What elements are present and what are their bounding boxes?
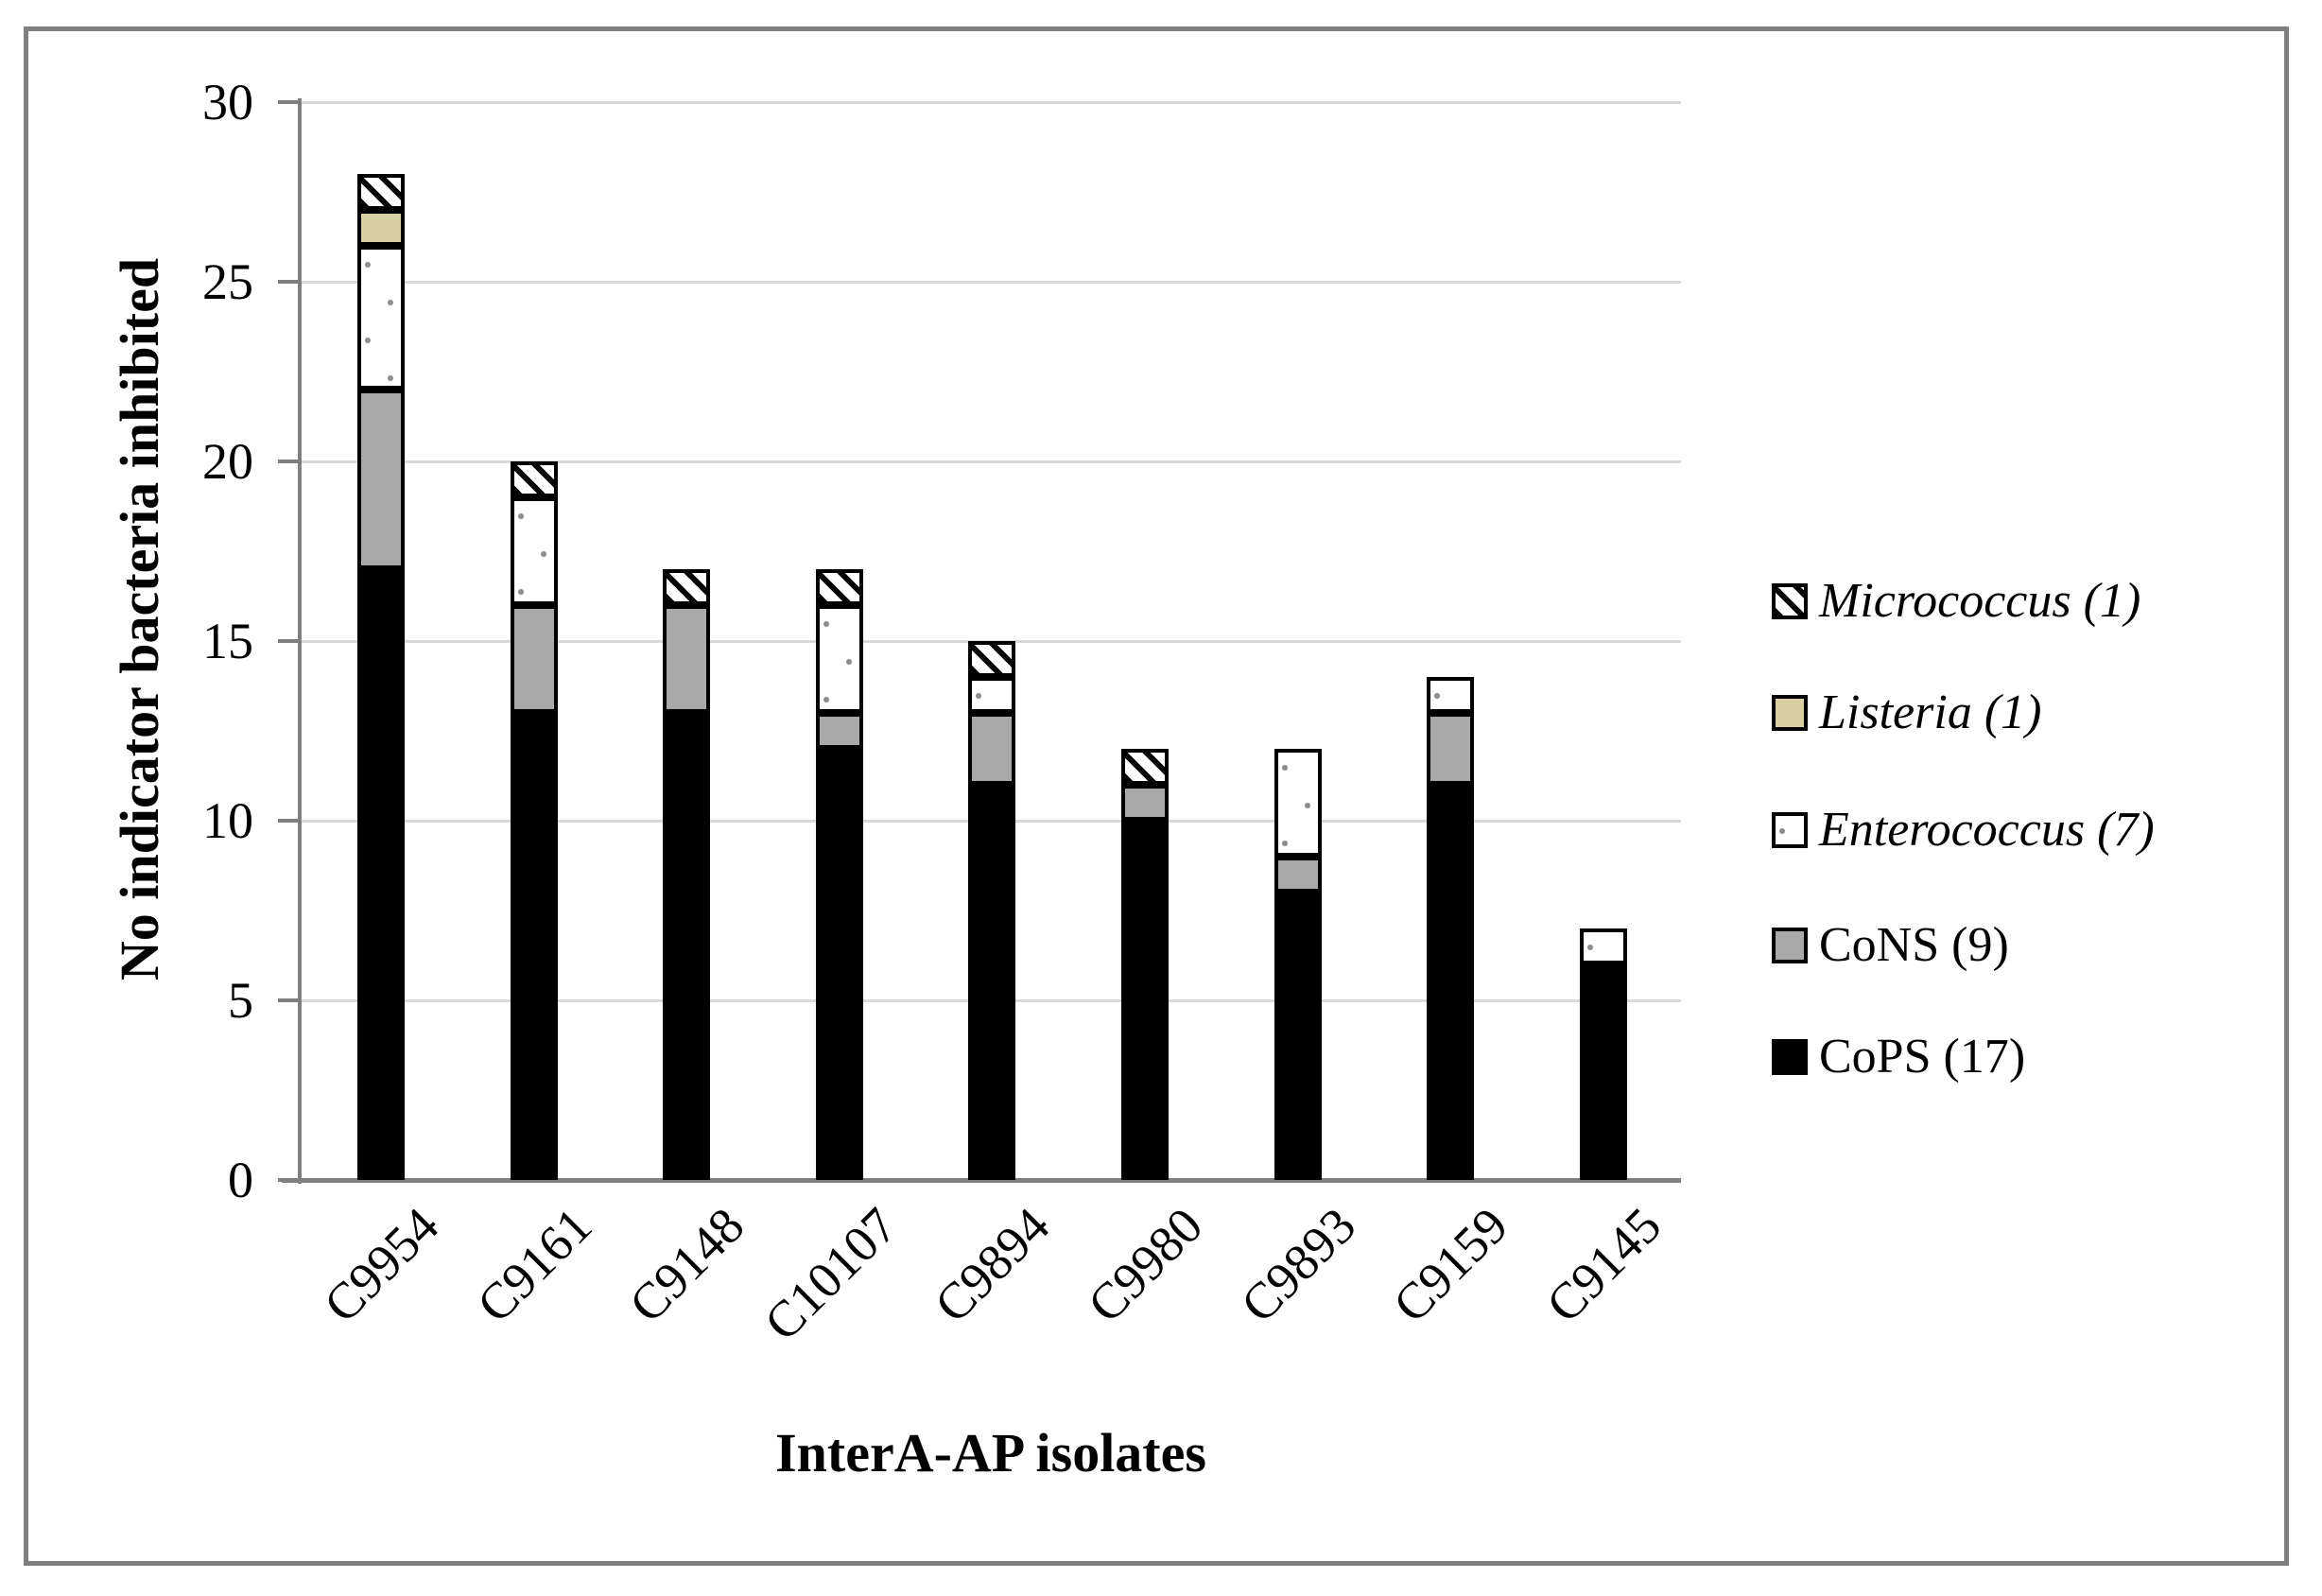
legend-swatch-micrococcus	[1772, 583, 1808, 619]
legend-swatch-listeria	[1772, 695, 1808, 731]
bar-segment-cops-C9954	[357, 569, 405, 1180]
y-tick-5	[278, 998, 300, 1002]
y-tick-15	[278, 639, 300, 643]
gridline-20	[300, 460, 1681, 463]
y-tick-label-10: 10	[202, 792, 253, 849]
bar-C9980	[1121, 749, 1169, 1180]
bar-segment-cops-C9161	[510, 713, 558, 1180]
bar-segment-cons-C9980	[1121, 785, 1169, 821]
bar-segment-cons-C9954	[357, 390, 405, 569]
x-axis-title: InterA-AP isolates	[775, 1422, 1206, 1483]
bar-segment-enterococcus-C9893	[1274, 749, 1322, 857]
bar-C9148	[663, 569, 711, 1180]
bar-C9145	[1579, 928, 1627, 1180]
y-tick-30	[278, 100, 300, 104]
bar-segment-enterococcus-C9159	[1427, 677, 1475, 713]
legend-swatch-cops	[1772, 1039, 1808, 1075]
bar-segment-cons-C9159	[1427, 713, 1475, 785]
legend-label-enterococcus: Enterococcus (7)	[1819, 803, 2155, 857]
legend-swatch-enterococcus	[1772, 812, 1808, 848]
bar-segment-cops-C9148	[663, 713, 711, 1180]
legend-item-micrococcus: Micrococcus (1)	[1772, 577, 2140, 626]
legend-label-listeria: Listeria (1)	[1819, 685, 2042, 739]
y-tick-20	[278, 460, 300, 463]
legend-item-listeria: Listeria (1)	[1772, 688, 2041, 737]
legend-item-enterococcus: Enterococcus (7)	[1772, 806, 2155, 855]
bar-segment-cons-C9893	[1274, 857, 1322, 893]
legend-label-cops: CoPS (17)	[1819, 1030, 2026, 1084]
legend-swatch-cons	[1772, 928, 1808, 963]
bar-segment-micrococcus-C9894	[968, 641, 1016, 677]
y-tick-10	[278, 819, 300, 823]
bar-segment-enterococcus-C9145	[1579, 928, 1627, 964]
legend-item-cons: CoNS (9)	[1772, 921, 2009, 970]
bar-segment-cons-C10107	[815, 713, 863, 749]
bar-segment-cops-C10107	[815, 749, 863, 1180]
bar-segment-micrococcus-C9980	[1121, 749, 1169, 785]
bar-C10107	[815, 569, 863, 1180]
bar-C9161	[510, 461, 558, 1180]
bar-segment-micrococcus-C10107	[815, 569, 863, 605]
y-tick-25	[278, 280, 300, 284]
bar-C9159	[1427, 677, 1475, 1180]
y-tick-label-15: 15	[202, 613, 253, 669]
bar-segment-listeria-C9954	[357, 210, 405, 246]
bar-segment-enterococcus-C9894	[968, 677, 1016, 713]
bar-segment-cops-C9145	[1579, 964, 1627, 1180]
bar-segment-cons-C9894	[968, 713, 1016, 785]
bar-segment-cons-C9148	[663, 605, 711, 713]
bar-segment-enterococcus-C9954	[357, 246, 405, 390]
bar-segment-cops-C9893	[1274, 893, 1322, 1180]
y-axis-title: No indicator bacteria inhibited	[109, 257, 170, 981]
x-axis-line	[282, 1178, 1681, 1183]
bar-segment-micrococcus-C9954	[357, 174, 405, 210]
legend-label-cons: CoNS (9)	[1819, 918, 2009, 972]
bar-C9954	[357, 174, 405, 1180]
y-tick-label-0: 0	[228, 1152, 253, 1208]
y-tick-label-20: 20	[202, 433, 253, 490]
bar-segment-micrococcus-C9148	[663, 569, 711, 605]
bar-segment-cops-C9894	[968, 785, 1016, 1180]
y-tick-label-25: 25	[202, 253, 253, 310]
legend-item-cops: CoPS (17)	[1772, 1032, 2025, 1082]
bar-segment-cons-C9161	[510, 605, 558, 713]
bar-C9893	[1274, 749, 1322, 1180]
gridline-25	[300, 281, 1681, 284]
y-tick-label-5: 5	[228, 972, 253, 1029]
bar-segment-enterococcus-C9161	[510, 497, 558, 605]
legend-label-micrococcus: Micrococcus (1)	[1819, 574, 2141, 628]
bar-segment-cops-C9159	[1427, 785, 1475, 1180]
y-axis-line	[298, 98, 302, 1184]
y-tick-label-30: 30	[202, 74, 253, 130]
bar-segment-micrococcus-C9161	[510, 461, 558, 497]
bar-segment-enterococcus-C10107	[815, 605, 863, 713]
bar-segment-cops-C9980	[1121, 821, 1169, 1180]
gridline-30	[300, 101, 1681, 104]
bar-C9894	[968, 641, 1016, 1180]
